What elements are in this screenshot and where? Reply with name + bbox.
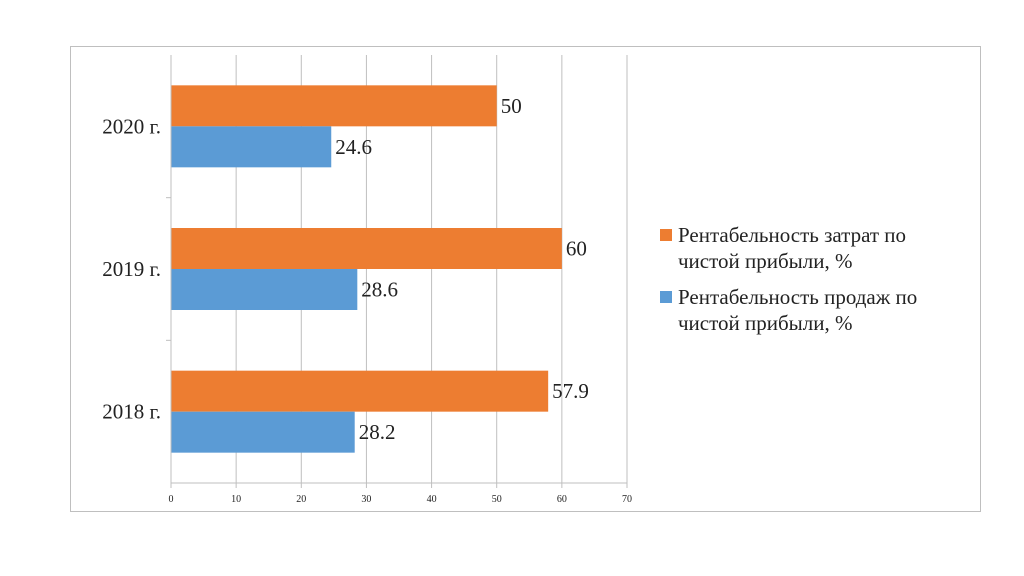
- legend-item-sales-profitability: Рентабельность продаж по чистой прибыли,…: [660, 284, 980, 336]
- data-label: 50: [501, 94, 522, 118]
- bar-sales-profitability: [171, 269, 358, 310]
- legend-swatch-orange: [660, 229, 672, 241]
- bars: [171, 85, 562, 453]
- axes: [166, 55, 628, 488]
- legend: Рентабельность затрат по чистой прибыли,…: [660, 222, 980, 346]
- category-label: 2019 г.: [102, 257, 161, 281]
- x-tick-label: 30: [361, 494, 371, 505]
- x-tick-label: 60: [557, 494, 567, 505]
- bar-cost-profitability: [171, 228, 562, 269]
- data-label: 60: [566, 237, 587, 261]
- data-label: 28.2: [359, 420, 396, 444]
- bar-sales-profitability: [171, 411, 355, 453]
- x-tick-label: 40: [427, 494, 437, 505]
- labels: 0 10 20 30 40 50 60 70 2020 г. 50 24.6 2019 г. 60 28.…: [102, 94, 632, 505]
- category-label: 2020 г.: [102, 114, 161, 138]
- legend-label: Рентабельность затрат по чистой прибыли,…: [678, 223, 907, 273]
- x-tick-label: 20: [296, 494, 306, 505]
- data-label: 28.6: [361, 278, 398, 302]
- bar-cost-profitability: [171, 370, 549, 412]
- category-label: 2018 г.: [102, 400, 161, 424]
- x-tick-label: 10: [231, 494, 241, 505]
- legend-label: Рентабельность продаж по чистой прибыли,…: [678, 285, 918, 335]
- legend-item-cost-profitability: Рентабельность затрат по чистой прибыли,…: [660, 222, 980, 274]
- bar-cost-profitability: [171, 85, 497, 127]
- x-tick-label: 0: [169, 494, 174, 505]
- data-label: 24.6: [335, 135, 372, 159]
- legend-swatch-blue: [660, 291, 672, 303]
- x-tick-label: 70: [622, 494, 632, 505]
- x-tick-label: 50: [492, 494, 502, 505]
- data-label: 57.9: [552, 379, 589, 403]
- bar-sales-profitability: [171, 126, 332, 168]
